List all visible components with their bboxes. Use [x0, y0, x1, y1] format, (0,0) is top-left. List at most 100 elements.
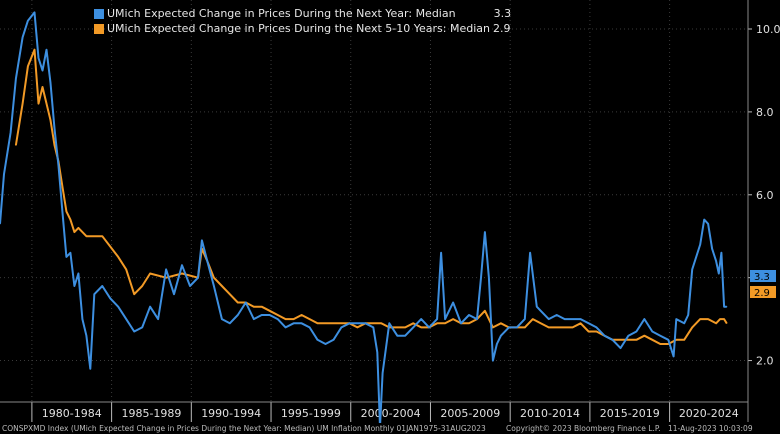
chart-legend: UMich Expected Change in Prices During t… [94, 6, 511, 36]
data-point-one-year [723, 306, 725, 308]
data-point-five-ten-year [85, 235, 87, 237]
data-point-one-year [85, 335, 87, 337]
last-value-tag-five-ten-year [750, 286, 776, 298]
data-point-one-year [41, 69, 44, 72]
data-point-one-year [332, 339, 335, 341]
data-point-one-year [237, 314, 239, 316]
data-point-one-year [285, 326, 287, 328]
data-point-five-ten-year [580, 322, 582, 324]
data-point-one-year [382, 372, 384, 374]
data-point-one-year [101, 285, 103, 287]
data-point-one-year [309, 326, 311, 328]
data-point-five-ten-year [556, 326, 558, 328]
data-point-one-year [496, 343, 498, 345]
footer-copyright: Copyright© 2023 Bloomberg Finance L.P. [506, 424, 661, 433]
data-point-five-ten-year [332, 322, 335, 324]
data-point-one-year [484, 231, 486, 233]
data-point-five-ten-year [627, 339, 630, 341]
data-point-five-ten-year [41, 86, 44, 88]
data-point-one-year [372, 326, 374, 328]
data-point-one-year [77, 272, 79, 275]
data-point-one-year [261, 314, 263, 316]
data-point-one-year [627, 335, 630, 337]
data-point-five-ten-year [49, 119, 52, 121]
data-point-one-year [117, 306, 119, 308]
data-point-five-ten-year [277, 314, 279, 316]
data-point-one-year [711, 248, 713, 250]
data-point-one-year [667, 339, 669, 341]
data-point-five-ten-year [229, 293, 231, 295]
data-point-one-year [643, 318, 646, 320]
data-point-five-ten-year [635, 339, 638, 341]
data-point-one-year [540, 310, 542, 312]
data-point-one-year [173, 293, 175, 295]
data-point-one-year [508, 326, 510, 328]
data-point-one-year [388, 322, 390, 324]
data-point-one-year [580, 318, 582, 320]
footer-timestamp: 11-Aug-2023 10:03:09 [668, 424, 753, 433]
data-point-one-year [340, 326, 342, 328]
data-point-one-year [683, 322, 685, 324]
data-point-one-year [572, 318, 574, 320]
data-point-five-ten-year [181, 272, 183, 275]
data-point-one-year [53, 127, 56, 130]
data-point-five-ten-year [715, 322, 717, 324]
data-point-five-ten-year [356, 326, 358, 328]
data-point-one-year [412, 326, 414, 328]
data-point-five-ten-year [221, 285, 223, 287]
data-point-five-ten-year [404, 326, 406, 328]
data-point-one-year [0, 223, 1, 225]
data-point-one-year [245, 301, 247, 304]
data-point-five-ten-year [324, 322, 327, 324]
data-point-one-year [27, 20, 29, 22]
data-point-one-year [141, 326, 143, 328]
legend-value-five-ten-year: 2.9 [492, 22, 511, 35]
data-point-one-year [93, 293, 95, 295]
data-point-one-year [22, 36, 24, 38]
data-point-five-ten-year [77, 227, 79, 229]
last-value-label-one-year: 3.3 [754, 272, 770, 283]
data-point-one-year [10, 132, 12, 134]
data-point-five-ten-year [372, 322, 374, 324]
data-point-one-year [57, 165, 60, 167]
data-point-one-year [488, 277, 490, 279]
data-point-one-year [89, 368, 91, 370]
data-point-five-ten-year [117, 256, 119, 258]
series-line-one-year [0, 11, 727, 428]
data-point-five-ten-year [253, 306, 255, 308]
data-point-one-year [33, 11, 36, 13]
data-point-five-ten-year [309, 318, 311, 320]
data-point-one-year [715, 260, 717, 262]
data-point-five-ten-year [436, 322, 438, 324]
data-point-one-year [109, 297, 111, 299]
footer-source: CONSPXMD Index (UMich Expected Change in… [2, 424, 486, 433]
x-tick-label: 2015-2019 [600, 407, 660, 420]
y-tick-label: 10.0 [756, 23, 780, 36]
data-point-one-year [707, 223, 709, 225]
data-point-one-year [213, 285, 215, 287]
data-point-five-ten-year [53, 144, 56, 146]
data-point-one-year [181, 264, 183, 266]
legend-item-five-ten-year: UMich Expected Change in Prices During t… [94, 21, 511, 36]
data-point-one-year [420, 318, 422, 320]
data-point-one-year [269, 314, 271, 316]
data-point-one-year [15, 78, 17, 80]
data-point-one-year [37, 57, 40, 59]
data-point-one-year [404, 335, 406, 337]
data-point-five-ten-year [588, 330, 590, 333]
data-point-one-year [293, 322, 295, 324]
legend-label-one-year: UMich Expected Change in Prices During t… [107, 7, 456, 20]
data-point-one-year [157, 318, 159, 320]
data-point-one-year [253, 318, 255, 320]
data-point-one-year [564, 318, 566, 320]
data-point-one-year [548, 318, 550, 320]
data-point-one-year [69, 252, 71, 254]
data-point-five-ten-year [269, 310, 271, 312]
data-point-one-year [635, 330, 638, 333]
x-tick-label: 1985-1989 [121, 407, 181, 420]
data-point-one-year [165, 268, 167, 270]
last-value-tag-one-year [750, 270, 776, 282]
data-point-five-ten-year [726, 322, 728, 324]
